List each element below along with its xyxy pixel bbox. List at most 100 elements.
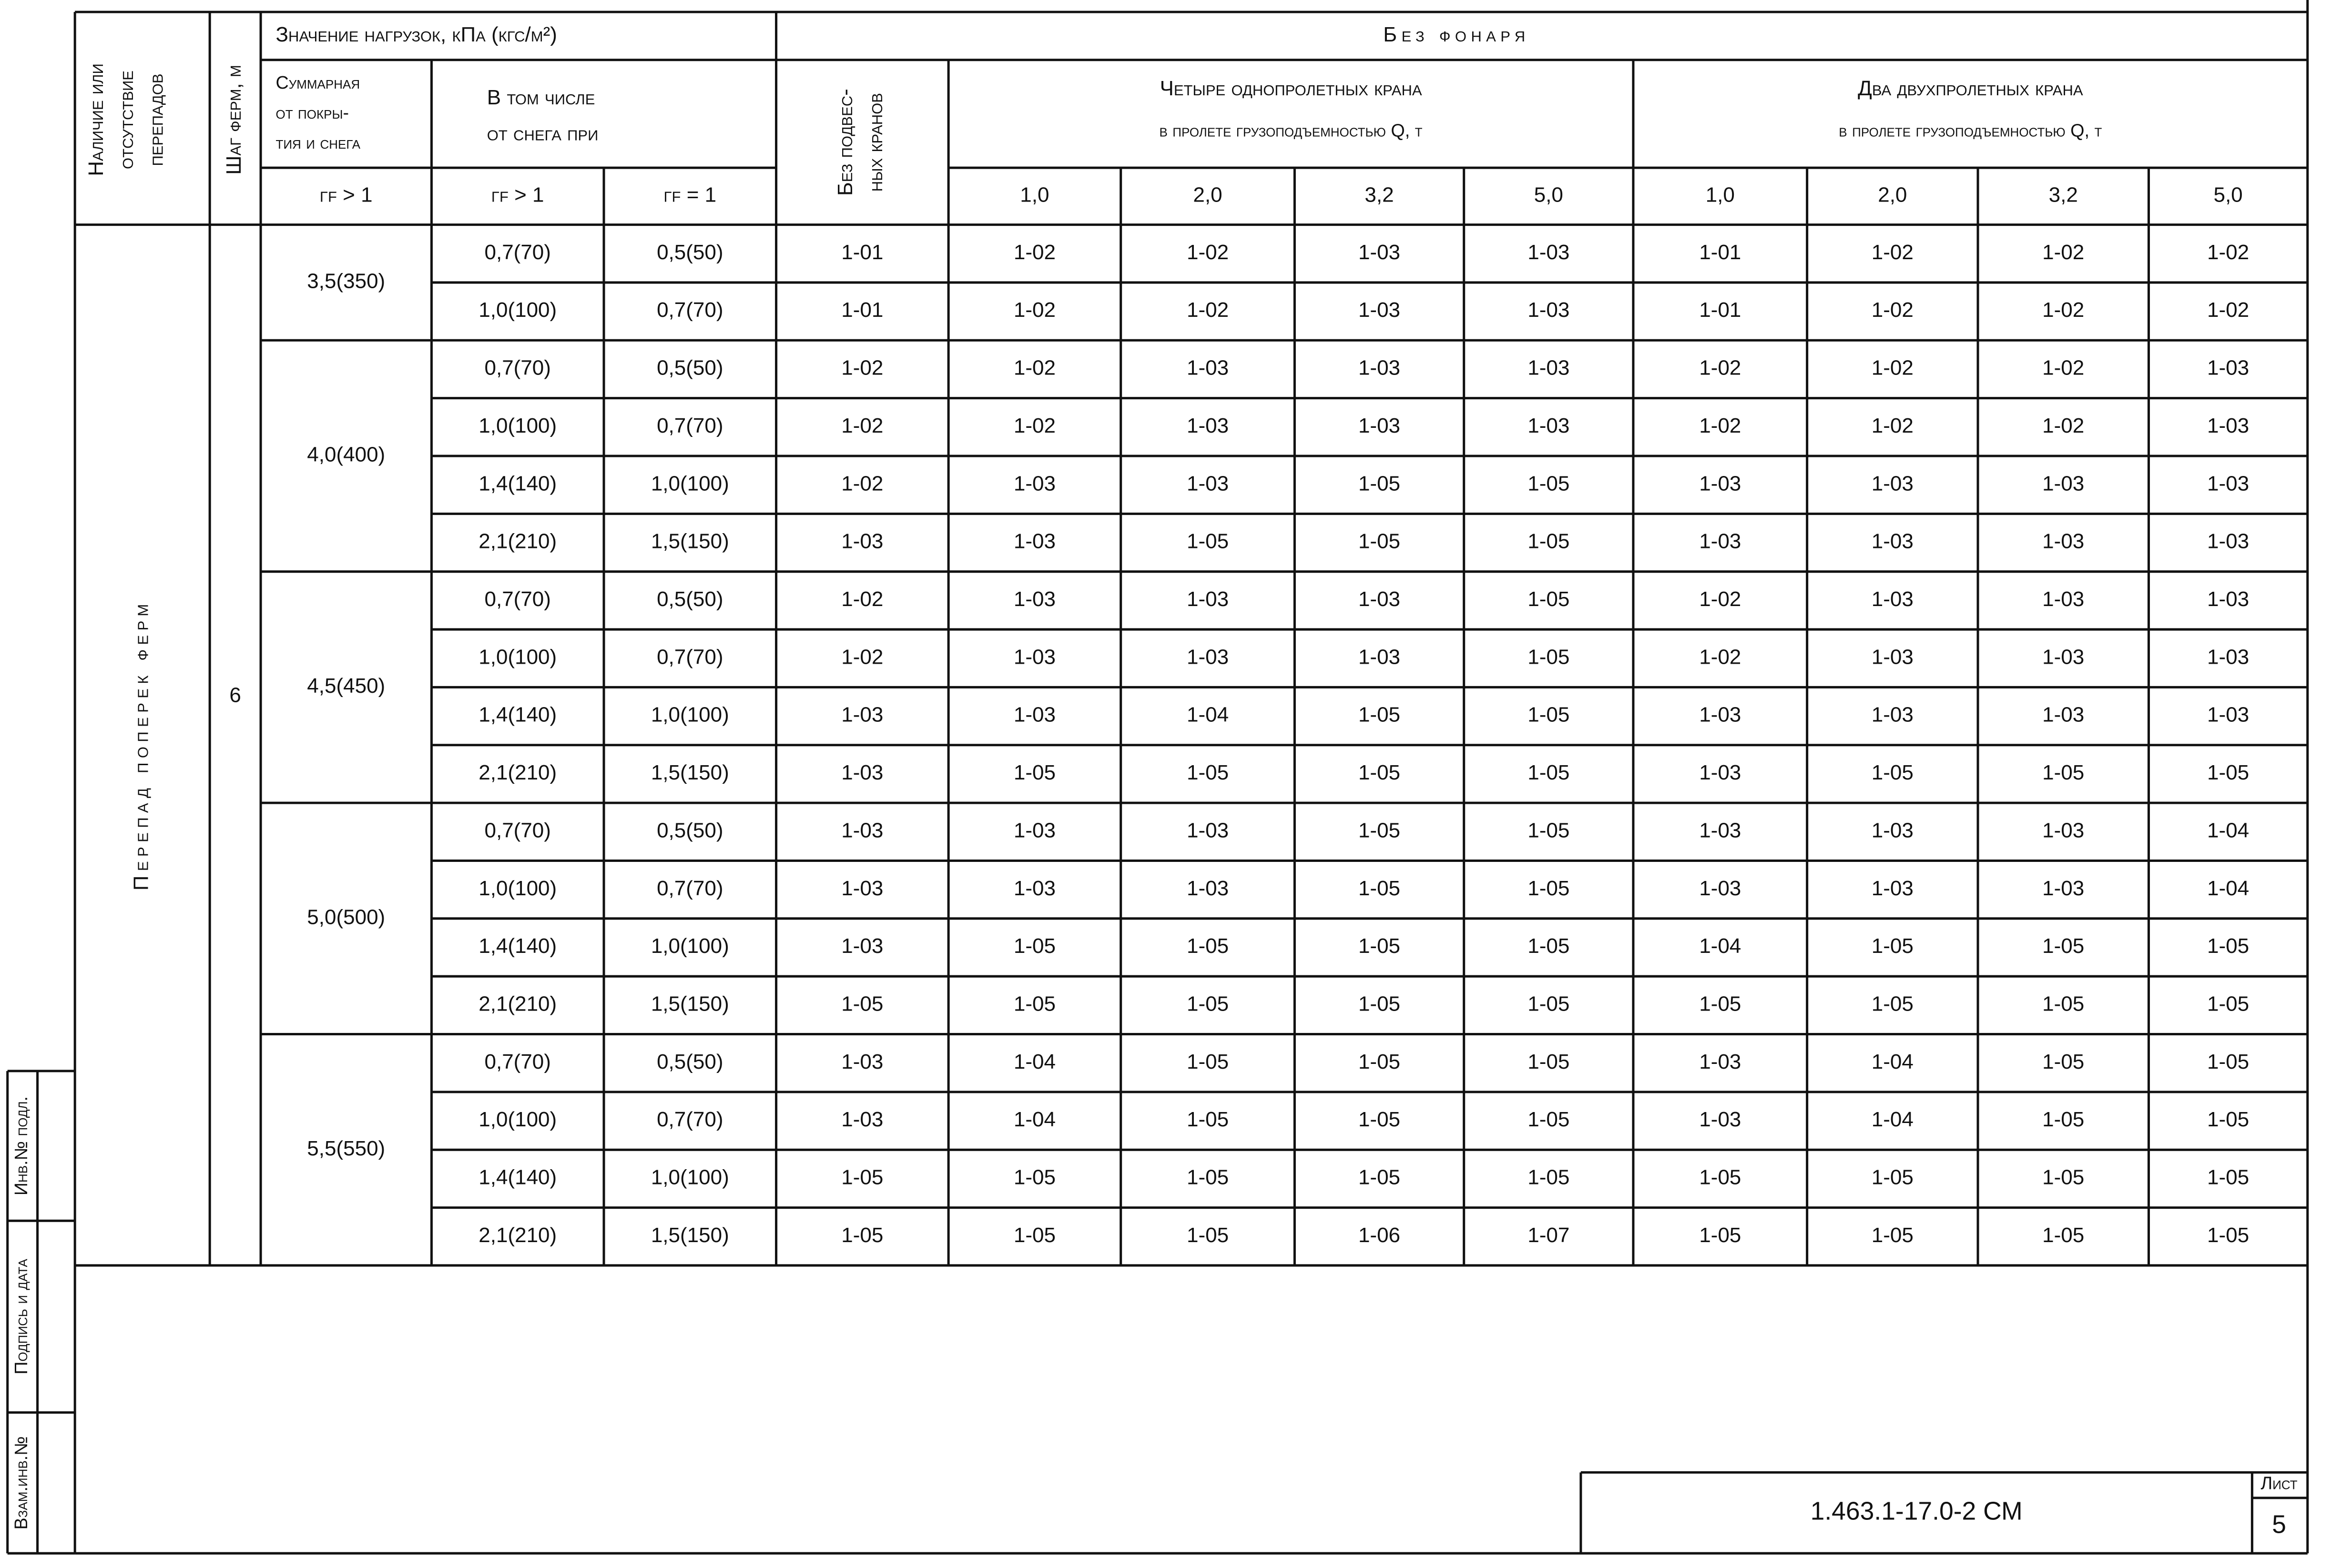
cell: 1-03 — [2042, 819, 2084, 842]
cell: 0,7(70) — [657, 645, 723, 668]
cell: 1-05 — [1527, 1050, 1569, 1073]
cell: 1-05 — [841, 1224, 883, 1247]
cell: 1,0(100) — [479, 414, 557, 437]
cell: 1-05 — [1014, 761, 1056, 784]
cell: 2,1(210) — [479, 992, 557, 1015]
cell: 1-05 — [1872, 761, 1914, 784]
cell: 1-04 — [1699, 934, 1741, 958]
cell: 1-05 — [1527, 530, 1569, 553]
cell: 1-04 — [2207, 877, 2249, 900]
presence-header: отсутствие — [114, 71, 138, 169]
cell: 1-02 — [2207, 241, 2249, 264]
cell: 1-03 — [1527, 414, 1569, 437]
cell: 1-03 — [1187, 877, 1229, 900]
cell: 1-03 — [1014, 819, 1056, 842]
snow-header: В том числе — [487, 86, 595, 109]
snow-header: от снега при — [487, 122, 599, 145]
cell: 0,5(50) — [657, 241, 723, 264]
cell: 1-03 — [1872, 530, 1914, 553]
cell: 0,5(50) — [657, 587, 723, 611]
cell: 1-02 — [2042, 414, 2084, 437]
cell: 1-05 — [1527, 992, 1569, 1015]
two-cranes-header: Два двухпролетных крана — [1858, 77, 2083, 100]
group-total: 5,5(550) — [307, 1137, 385, 1160]
cell: 0,7(70) — [485, 241, 551, 264]
cell: 1-05 — [1358, 877, 1400, 900]
cell: 1-02 — [841, 645, 883, 668]
sheet-label: Лист — [2261, 1473, 2297, 1493]
cell: 1-03 — [2207, 414, 2249, 437]
cell: 1-03 — [841, 819, 883, 842]
cell: 1-05 — [1872, 992, 1914, 1015]
cell: 0,5(50) — [657, 356, 723, 380]
cell: 2,1(210) — [479, 530, 557, 553]
cell: 1-05 — [2207, 761, 2249, 784]
cell: 1-02 — [1699, 356, 1741, 380]
cell: 1-05 — [1014, 1166, 1056, 1189]
cell: 1,0(100) — [479, 877, 557, 900]
four-cranes-header: в пролете грузоподъемностью Q, т — [1159, 121, 1422, 141]
cell: 1-02 — [841, 472, 883, 495]
cell: 1-02 — [1872, 414, 1914, 437]
cell: 1-05 — [2207, 992, 2249, 1015]
cell: 1-03 — [841, 703, 883, 727]
cell: 1-02 — [841, 587, 883, 611]
cell: 1-03 — [1872, 645, 1914, 668]
cell: 1-02 — [1187, 241, 1229, 264]
capacity-header: 1,0 — [1020, 183, 1049, 206]
cell: 1-03 — [2207, 703, 2249, 727]
cell: 1-05 — [1527, 645, 1569, 668]
step-header: Шаг ферм, м — [222, 65, 245, 175]
cell: 1-05 — [1358, 992, 1400, 1015]
cell: 1-01 — [1699, 241, 1741, 264]
cell: 1-05 — [1527, 877, 1569, 900]
capacity-header: 3,2 — [2049, 183, 2078, 206]
cell: 1-04 — [1872, 1050, 1914, 1073]
cell: 1-05 — [1699, 992, 1741, 1015]
cell: 1-01 — [1699, 298, 1741, 322]
cell: 1-03 — [1187, 819, 1229, 842]
cell: 1-05 — [1014, 934, 1056, 958]
cell: 1-05 — [1187, 934, 1229, 958]
cell: 1-05 — [2207, 1050, 2249, 1073]
cell: 1-05 — [1358, 819, 1400, 842]
gamma-header: γf = 1 — [663, 183, 716, 206]
cell: 1-03 — [2042, 530, 2084, 553]
cell: 1-05 — [1014, 992, 1056, 1015]
group-total: 3,5(350) — [307, 270, 385, 293]
cell: 1-02 — [1014, 356, 1056, 380]
cell: 1-05 — [1527, 1108, 1569, 1131]
cell: 1-05 — [2207, 1108, 2249, 1131]
cell: 1-05 — [2042, 992, 2084, 1015]
cell: 2,1(210) — [479, 1224, 557, 1247]
cell: 1-03 — [1014, 703, 1056, 727]
cell: 1-05 — [1872, 934, 1914, 958]
cell: 1-03 — [1014, 472, 1056, 495]
stamp-label: Инв.№ подл. — [11, 1096, 31, 1195]
cell: 1-03 — [1187, 587, 1229, 611]
cell: 1-03 — [1527, 356, 1569, 380]
cell: 1-05 — [1527, 703, 1569, 727]
cell: 1-05 — [1187, 1166, 1229, 1189]
cell: 0,7(70) — [485, 1050, 551, 1073]
cell: 1-02 — [1014, 241, 1056, 264]
cell: 1-03 — [1699, 530, 1741, 553]
cell: 1-03 — [1358, 645, 1400, 668]
cell: 1-02 — [2207, 298, 2249, 322]
cell: 1,5(150) — [651, 992, 729, 1015]
cell: 1,5(150) — [651, 530, 729, 553]
cell: 1-05 — [1872, 1224, 1914, 1247]
cell: 1-02 — [1872, 241, 1914, 264]
total-header: тия и снега — [275, 132, 360, 152]
cell: 1,5(150) — [651, 1224, 729, 1247]
cell: 1-03 — [2207, 587, 2249, 611]
cell: 1-02 — [2042, 298, 2084, 322]
no-cranes-header: Без подвес- — [834, 89, 857, 196]
cell: 1-04 — [2207, 819, 2249, 842]
cell: 1-01 — [841, 241, 883, 264]
cell: 1-04 — [1187, 703, 1229, 727]
cell: 1-02 — [1187, 298, 1229, 322]
cell: 1-03 — [1872, 819, 1914, 842]
cell: 1-05 — [2042, 1224, 2084, 1247]
